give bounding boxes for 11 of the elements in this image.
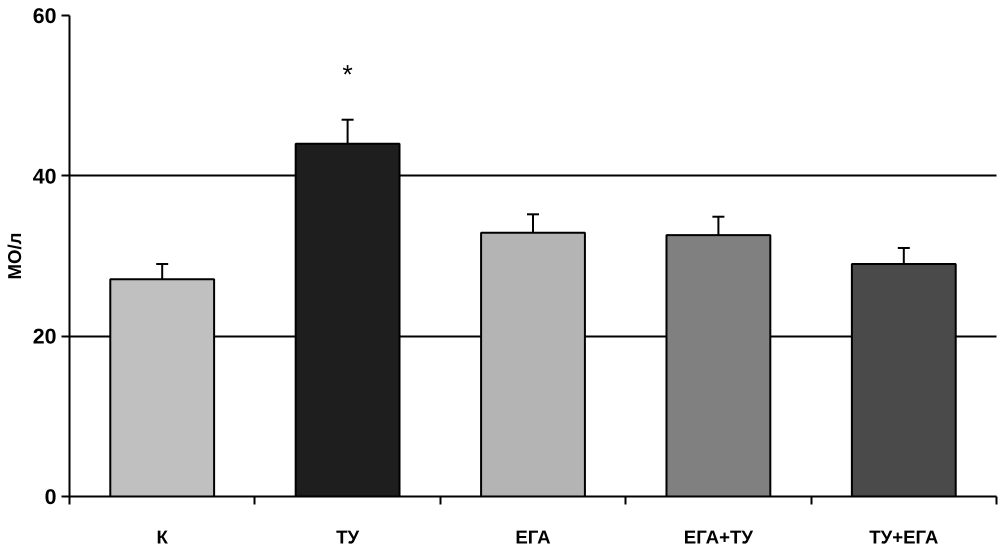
y-tick-label: 60: [32, 4, 57, 28]
y-tick-label: 20: [32, 324, 57, 349]
annotation: *: [342, 60, 353, 90]
x-tick-label: ТУ: [336, 526, 360, 548]
x-tick-label: ТУ+ЕГА: [869, 526, 938, 548]
x-tick-label: К: [156, 526, 169, 548]
y-tick-label: 40: [32, 164, 57, 188]
y-tick-label: 0: [44, 485, 57, 509]
x-tick-label: ЕГА: [515, 526, 551, 548]
x-tick-label: ЕГА+ТУ: [684, 526, 754, 548]
y-axis-title: МО/л: [4, 232, 25, 280]
